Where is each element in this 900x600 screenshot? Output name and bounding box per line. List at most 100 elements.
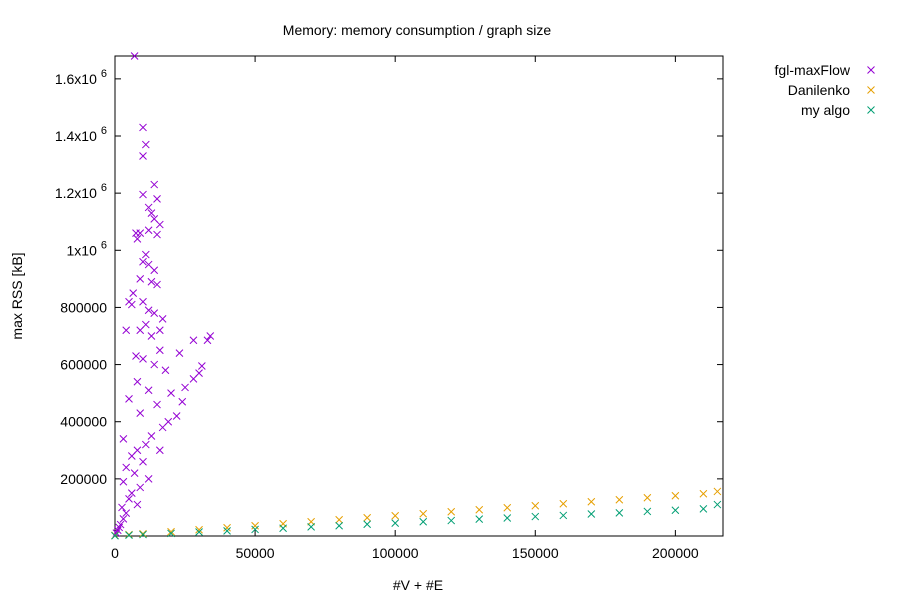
data-point [391, 519, 400, 527]
data-point [125, 531, 133, 539]
data-point [475, 515, 484, 523]
x-tick-label: 150000 [512, 545, 559, 561]
data-point [133, 235, 142, 243]
data-point [447, 507, 456, 516]
data-point [615, 495, 624, 504]
data-point [195, 525, 203, 534]
data-point [251, 521, 259, 530]
data-point [155, 446, 164, 455]
x-axis-title: #V + #E [393, 577, 443, 593]
y-tick-label: 1x10 6 [67, 239, 107, 258]
data-point [167, 389, 175, 397]
data-point [615, 509, 624, 517]
data-point [144, 475, 153, 483]
data-point [559, 499, 568, 508]
series-my-algo [111, 500, 722, 540]
data-point [132, 352, 140, 360]
data-point [147, 332, 156, 340]
data-point [671, 506, 680, 515]
data-point [139, 123, 147, 132]
data-point [181, 383, 189, 392]
x-tick-label: 50000 [236, 545, 275, 561]
x-tick-label: 0 [111, 545, 119, 561]
chart-title: Memory: memory consumption / graph size [283, 22, 552, 38]
data-point [503, 514, 512, 522]
data-point [671, 491, 680, 500]
data-point [122, 326, 131, 335]
y-tick-label: 1.6x10 6 [55, 68, 107, 87]
y-axis: 200000 400000 600000 800000 1x10 6 1.2x10 6 1.4x… [55, 68, 723, 487]
legend-label: my algo [801, 102, 850, 118]
data-point [531, 512, 540, 521]
data-point [198, 362, 206, 370]
data-point [251, 525, 259, 534]
data-point [223, 523, 231, 532]
data-point [150, 266, 159, 275]
data-point [158, 423, 167, 432]
data-point [189, 336, 198, 345]
data-point [643, 493, 652, 502]
data-point [167, 527, 175, 536]
data-point [127, 489, 136, 497]
data-point [713, 487, 722, 496]
data-point [175, 349, 184, 357]
data-point [130, 469, 139, 477]
data-point [172, 412, 181, 420]
data-point [122, 509, 131, 517]
data-point [139, 297, 147, 306]
data-point [141, 440, 150, 449]
data-points [111, 52, 722, 540]
data-point [111, 531, 119, 540]
data-point [119, 435, 128, 443]
data-point [122, 463, 131, 472]
data-point [531, 501, 540, 510]
data-point [141, 140, 150, 149]
data-point [195, 528, 203, 536]
legend-label: Danilenko [788, 82, 850, 98]
data-point [139, 355, 147, 363]
data-point [150, 309, 159, 317]
data-point [178, 397, 187, 406]
data-point [189, 375, 198, 383]
data-point [136, 326, 145, 335]
data-point [223, 527, 231, 535]
data-point [335, 521, 344, 530]
data-point [153, 195, 161, 203]
data-point [158, 315, 167, 323]
data-point [127, 300, 136, 309]
data-point [136, 409, 145, 417]
data-point [139, 152, 147, 160]
data-point [136, 275, 145, 283]
data-point [133, 500, 142, 509]
data-point [147, 209, 156, 217]
data-point [139, 257, 147, 266]
data-point [699, 489, 708, 498]
x-tick-label: 100000 [372, 545, 419, 561]
data-point [144, 203, 153, 212]
data-point [587, 497, 596, 506]
data-point [155, 326, 164, 335]
data-point [144, 226, 153, 235]
data-point [139, 190, 147, 199]
legend: fgl-maxFlow Danilenko my algo [775, 62, 875, 118]
data-point [307, 523, 315, 531]
data-point [161, 366, 170, 375]
data-point [559, 511, 568, 520]
data-point [155, 346, 164, 355]
y-axis-title: max RSS [kB] [9, 252, 25, 339]
data-point [139, 529, 147, 538]
data-point [136, 229, 145, 237]
data-point [475, 505, 484, 514]
data-point [587, 510, 596, 518]
data-point [419, 517, 428, 526]
y-tick-label: 800000 [60, 299, 107, 315]
data-point [419, 509, 428, 518]
y-tick-label: 1.2x10 6 [55, 182, 107, 201]
legend-marker [867, 86, 875, 94]
data-point [147, 277, 156, 286]
data-point [147, 432, 156, 440]
data-point [279, 524, 287, 533]
data-point [713, 500, 722, 509]
y-tick-label: 1.4x10 6 [55, 125, 107, 144]
data-point [119, 515, 128, 523]
